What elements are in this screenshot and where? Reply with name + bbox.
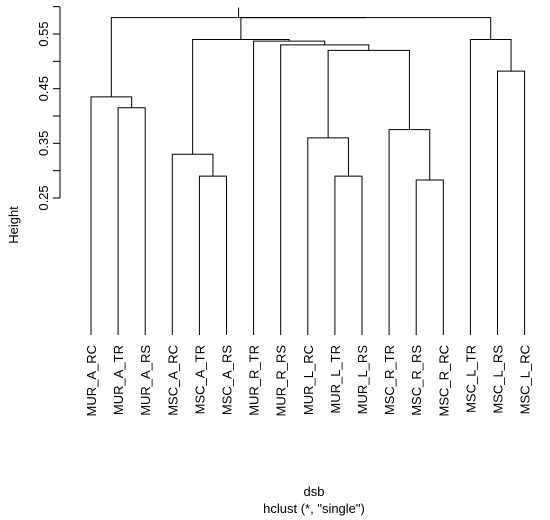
y-axis: 0.25 0.35 0.45 0.55 [36, 6, 61, 211]
leaf-label: MUR_A_RS [138, 345, 153, 416]
dendrogram-link [415, 179, 444, 335]
leaf-label: MUR_A_RC [84, 345, 99, 417]
leaf-labels: MUR_A_RC MUR_A_TR MUR_A_RS MSC_A_RC MSC_A_TR… [84, 345, 533, 417]
dendrogram-link [497, 70, 526, 335]
leaf-label: MUR_R_RS [274, 345, 289, 417]
leaf-label: MUR_R_TR [247, 345, 262, 416]
leaf-label: MUR_L_RS [355, 345, 370, 415]
dendrogram-link [198, 175, 227, 335]
dendrogram-link [240, 17, 492, 40]
dendrogram-link [327, 49, 410, 138]
y-tick-label: 0.25 [36, 185, 51, 210]
leaf-label: MSC_A_RC [165, 345, 180, 416]
dendrogram-link [110, 17, 366, 97]
y-tick-label: 0.45 [36, 76, 51, 101]
leaf-label: MSC_L_TR [463, 345, 478, 413]
y-tick-label: 0.55 [36, 21, 51, 46]
y-tick-label: 0.35 [36, 131, 51, 156]
dendrogram-link [334, 175, 363, 335]
dendrogram-links [90, 7, 526, 335]
dendrogram-link [307, 137, 349, 335]
leaf-label: MSC_A_RS [220, 345, 235, 415]
dendrogram-link [192, 38, 290, 155]
leaf-label: MUR_A_TR [111, 345, 126, 415]
leaf-label: MSC_R_RC [436, 345, 451, 417]
dendrogram-link [117, 107, 146, 335]
dendrogram-link [280, 44, 370, 335]
leaf-label: MSC_R_TR [382, 345, 397, 415]
dendrogram-link [90, 96, 133, 335]
leaf-label: MSC_A_TR [192, 345, 207, 414]
method-sublabel: hclust (*, "single") [263, 501, 365, 516]
leaf-label: MSC_L_RC [518, 345, 533, 414]
dendrogram-link [469, 38, 512, 335]
leaf-label: MUR_L_RC [301, 345, 316, 415]
leaf-label: MUR_L_TR [328, 345, 343, 414]
dendrogram-link [253, 40, 326, 335]
leaf-label: MSC_L_RS [491, 345, 506, 414]
leaf-label: MSC_R_RS [409, 345, 424, 416]
y-axis-label: Height [6, 206, 21, 244]
dendrogram-link [388, 129, 431, 335]
x-axis-label: dsb [304, 484, 325, 499]
dendrogram-link [171, 153, 214, 335]
